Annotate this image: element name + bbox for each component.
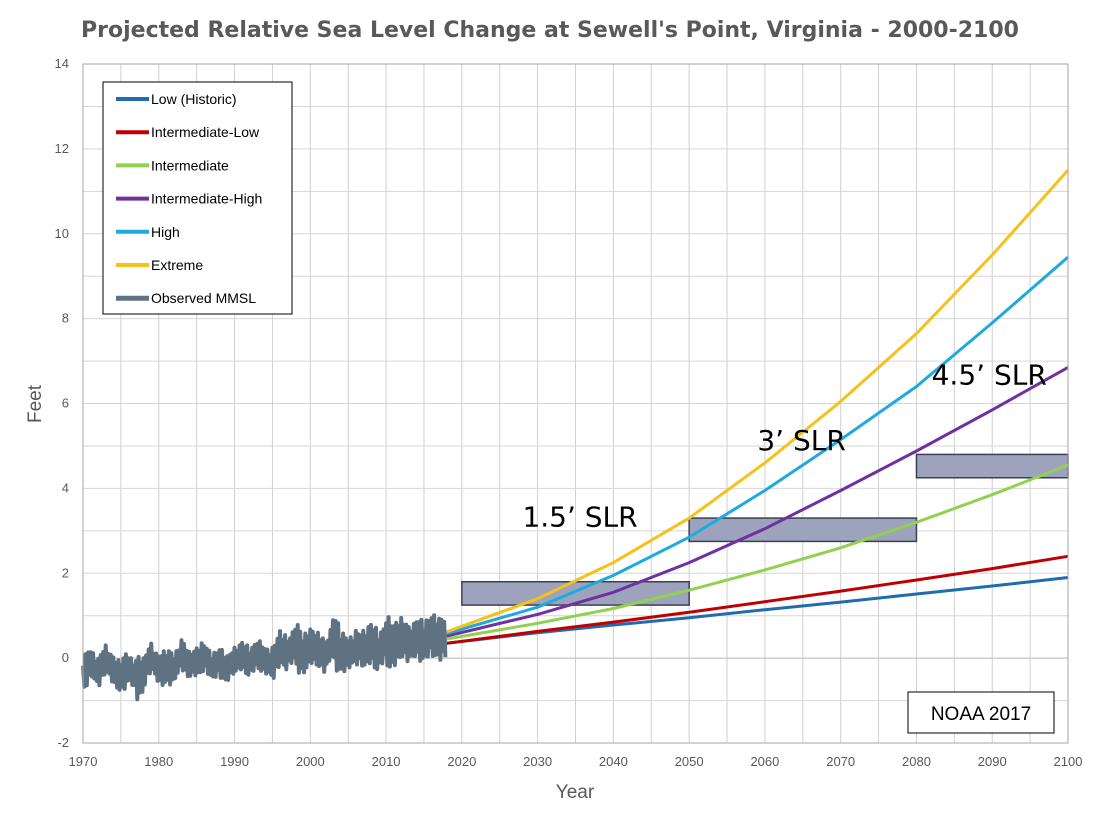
slr-annotation: 3’ SLR xyxy=(757,424,845,457)
y-tick-label: 6 xyxy=(62,396,69,411)
y-tick-label: 10 xyxy=(55,226,69,241)
credit-text: NOAA 2017 xyxy=(931,704,1031,725)
x-tick-label: 2080 xyxy=(902,754,931,769)
x-tick-label: 2050 xyxy=(675,754,704,769)
axes: 1970 1980 1990 2000 2010 2020 2030 2040 2050 2060… xyxy=(55,56,1083,769)
y-tick-label: 12 xyxy=(55,141,69,156)
y-tick-label: 14 xyxy=(55,56,69,71)
x-tick-label: 1970 xyxy=(69,754,98,769)
y-tick-label: 8 xyxy=(62,311,69,326)
y-tick-label: -2 xyxy=(57,735,69,750)
chart-title: Projected Relative Sea Level Change at S… xyxy=(81,18,1019,43)
x-tick-label: 2010 xyxy=(372,754,401,769)
series-line xyxy=(446,554,1069,645)
legend-label: Observed MMSL xyxy=(151,290,256,306)
x-axis-label: Year xyxy=(556,782,595,803)
slr-box xyxy=(688,517,918,543)
x-tick-label: 2020 xyxy=(447,754,476,769)
x-tick-label: 2090 xyxy=(978,754,1007,769)
x-tick-label: 2030 xyxy=(523,754,552,769)
legend-label: Low (Historic) xyxy=(151,91,237,107)
slr-box xyxy=(461,580,690,606)
y-tick-label: 4 xyxy=(62,480,69,495)
x-tick-label: 2100 xyxy=(1054,754,1083,769)
series-line xyxy=(446,255,1069,635)
series-lines xyxy=(81,169,1070,702)
y-axis-label: Feet xyxy=(25,384,46,423)
legend-label: Extreme xyxy=(151,257,203,273)
series-line xyxy=(446,169,1070,634)
x-tick-label: 2060 xyxy=(750,754,779,769)
legend-label: Intermediate-Low xyxy=(151,124,260,140)
x-tick-label: 2070 xyxy=(826,754,855,769)
x-tick-label: 2040 xyxy=(599,754,628,769)
series-line xyxy=(446,366,1069,638)
legend: Low (Historic) Intermediate-Low Intermedia… xyxy=(102,81,293,315)
annotations: 1.5’ SLR 3’ SLR 4.5’ SLR xyxy=(522,358,1046,533)
plot-frame xyxy=(82,63,1069,744)
y-tick-label: 2 xyxy=(62,565,69,580)
legend-label: High xyxy=(151,224,180,240)
slr-annotation: 4.5’ SLR xyxy=(932,358,1047,391)
series-line xyxy=(446,463,1069,641)
x-tick-label: 1990 xyxy=(220,754,249,769)
series-line xyxy=(446,576,1069,645)
x-tick-label: 1980 xyxy=(144,754,173,769)
credit-box: NOAA 2017 xyxy=(907,691,1055,734)
legend-label: Intermediate xyxy=(151,157,229,173)
legend-label: Intermediate-High xyxy=(151,191,262,207)
y-tick-label: 0 xyxy=(62,650,69,665)
series-line-observed-mmsl xyxy=(81,613,448,702)
slr-annotation: 1.5’ SLR xyxy=(522,501,637,534)
x-tick-label: 2000 xyxy=(296,754,325,769)
